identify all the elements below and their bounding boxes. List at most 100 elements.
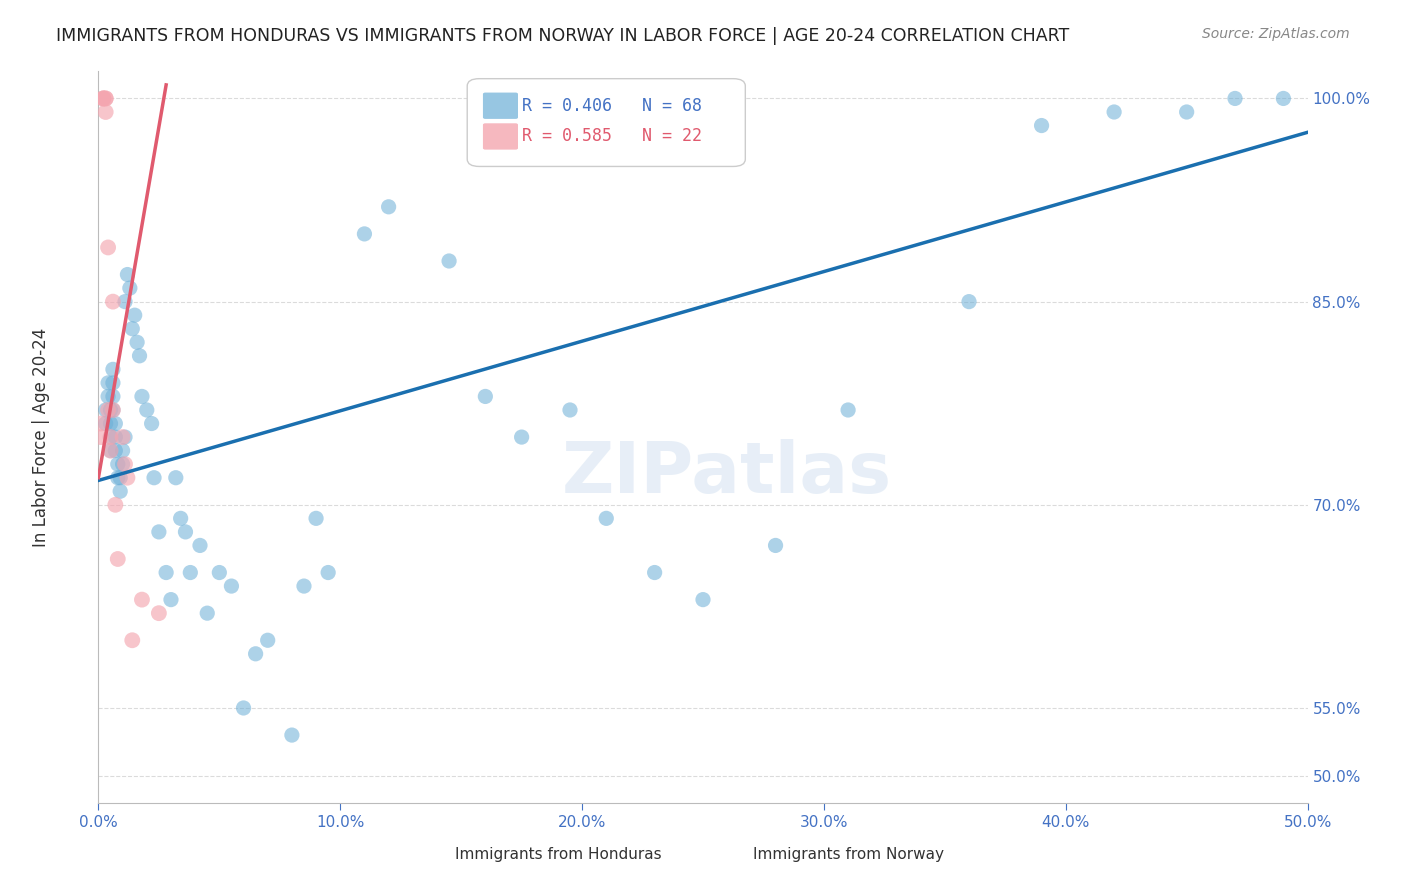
Text: Immigrants from Honduras: Immigrants from Honduras [454,847,661,862]
Immigrants from Honduras [353,227,375,241]
Immigrants from Honduras [232,701,254,715]
Text: Source: ZipAtlas.com: Source: ZipAtlas.com [1202,27,1350,41]
Immigrants from Honduras [595,511,617,525]
Immigrants from Honduras [256,633,278,648]
Immigrants from Norway [97,403,120,417]
Immigrants from Norway [94,91,117,105]
FancyBboxPatch shape [411,844,446,865]
Immigrants from Honduras [114,430,136,444]
Immigrants from Honduras [118,281,141,295]
Text: R = 0.585   N = 22: R = 0.585 N = 22 [522,128,702,145]
Text: Immigrants from Norway: Immigrants from Norway [752,847,943,862]
Immigrants from Norway [100,430,122,444]
Immigrants from Norway [114,457,136,471]
Immigrants from Honduras [143,471,166,485]
Immigrants from Honduras [1175,105,1198,120]
Immigrants from Norway [91,91,114,105]
Immigrants from Norway [131,592,153,607]
Immigrants from Honduras [104,443,127,458]
Text: ZIPatlas: ZIPatlas [562,439,893,508]
Immigrants from Norway [91,91,114,105]
Immigrants from Norway [117,471,139,485]
Immigrants from Honduras [305,511,328,525]
Immigrants from Honduras [104,430,127,444]
Immigrants from Honduras [179,566,201,580]
Immigrants from Honduras [510,430,533,444]
Immigrants from Norway [101,403,124,417]
Immigrants from Honduras [94,403,117,417]
Immigrants from Honduras [169,511,191,525]
Immigrants from Honduras [474,389,496,403]
Immigrants from Honduras [644,566,666,580]
Immigrants from Honduras [127,335,149,350]
Y-axis label: In Labor Force | Age 20-24: In Labor Force | Age 20-24 [32,327,51,547]
Immigrants from Honduras [100,443,122,458]
Immigrants from Norway [111,430,134,444]
Immigrants from Honduras [111,443,134,458]
Immigrants from Honduras [692,592,714,607]
Immigrants from Honduras [124,308,146,322]
Immigrants from Norway [104,498,127,512]
Immigrants from Norway [107,552,129,566]
Immigrants from Honduras [107,471,129,485]
Immigrants from Honduras [100,430,122,444]
Immigrants from Honduras [128,349,150,363]
FancyBboxPatch shape [482,93,517,119]
Immigrants from Honduras [377,200,399,214]
Immigrants from Honduras [195,606,218,620]
Immigrants from Norway [94,105,117,120]
Immigrants from Honduras [558,403,581,417]
Immigrants from Honduras [245,647,267,661]
Immigrants from Honduras [107,457,129,471]
Immigrants from Honduras [97,376,120,390]
Immigrants from Honduras [837,403,859,417]
Immigrants from Honduras [108,471,131,485]
FancyBboxPatch shape [467,78,745,167]
Immigrants from Honduras [108,484,131,499]
Text: R = 0.406   N = 68: R = 0.406 N = 68 [522,96,702,115]
Immigrants from Honduras [121,322,143,336]
Immigrants from Honduras [188,538,211,552]
Immigrants from Honduras [100,417,122,431]
Immigrants from Honduras [165,471,187,485]
Immigrants from Norway [90,417,112,431]
Immigrants from Honduras [100,403,122,417]
Immigrants from Honduras [141,417,163,431]
Immigrants from Honduras [160,592,183,607]
Immigrants from Norway [101,294,124,309]
Immigrants from Honduras [1031,119,1053,133]
Immigrants from Honduras [101,376,124,390]
Immigrants from Honduras [135,403,157,417]
FancyBboxPatch shape [482,123,517,150]
Immigrants from Norway [121,633,143,648]
Immigrants from Norway [94,91,117,105]
Immigrants from Honduras [97,389,120,403]
Immigrants from Honduras [1223,91,1246,105]
Immigrants from Honduras [174,524,197,539]
Immigrants from Honduras [765,538,787,552]
Immigrants from Norway [91,91,114,105]
Immigrants from Honduras [101,389,124,403]
Immigrants from Honduras [221,579,243,593]
Immigrants from Honduras [148,524,170,539]
FancyBboxPatch shape [713,844,748,865]
Immigrants from Honduras [1272,91,1295,105]
Immigrants from Honduras [957,294,980,309]
Immigrants from Honduras [131,389,153,403]
Immigrants from Honduras [101,403,124,417]
Immigrants from Honduras [155,566,177,580]
Immigrants from Honduras [111,457,134,471]
Immigrants from Honduras [292,579,315,593]
Immigrants from Honduras [101,362,124,376]
Immigrants from Honduras [316,566,339,580]
Immigrants from Honduras [208,566,231,580]
Immigrants from Honduras [117,268,139,282]
Immigrants from Honduras [114,294,136,309]
Immigrants from Norway [97,240,120,254]
Immigrants from Honduras [104,417,127,431]
Text: IMMIGRANTS FROM HONDURAS VS IMMIGRANTS FROM NORWAY IN LABOR FORCE | AGE 20-24 CO: IMMIGRANTS FROM HONDURAS VS IMMIGRANTS F… [56,27,1070,45]
Immigrants from Honduras [281,728,304,742]
Immigrants from Honduras [94,417,117,431]
Immigrants from Honduras [1102,105,1125,120]
Immigrants from Norway [90,430,112,444]
